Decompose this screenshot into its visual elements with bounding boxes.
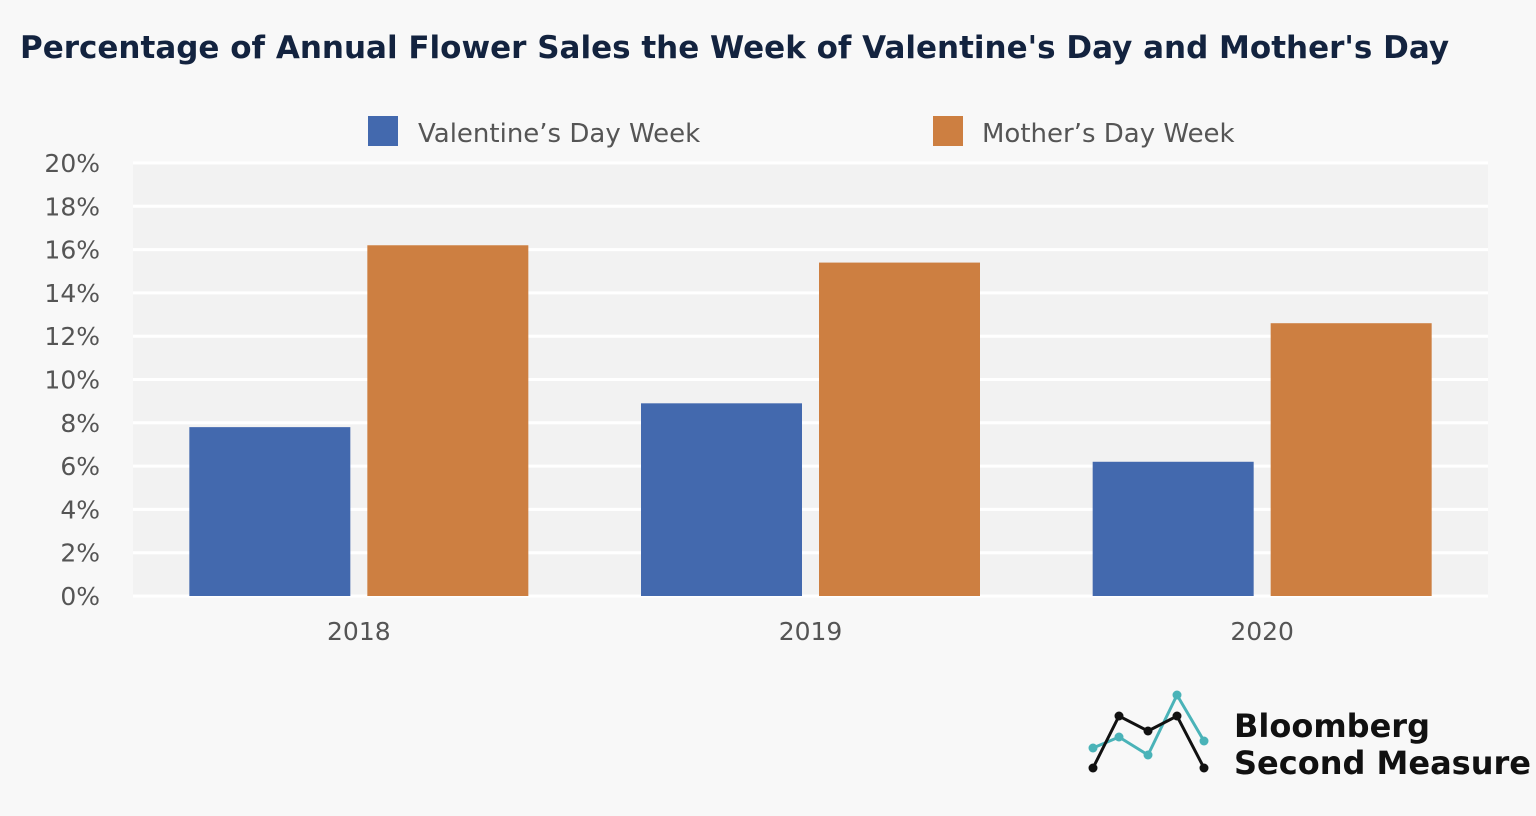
y-tick-label: 18% [44,192,100,221]
bar-mothers-2019 [819,262,980,596]
y-tick-label: 12% [44,322,100,351]
y-tick-label: 16% [44,236,100,265]
bar-valentines-2019 [641,403,802,596]
logo-text-line1: Bloomberg [1234,707,1430,745]
y-tick-label: 20% [44,149,100,178]
bar-mothers-2018 [367,245,529,596]
x-tick-label: 2019 [779,617,843,646]
bloomberg-second-measure-logo: Bloomberg Second Measure [1088,690,1531,782]
y-tick-label: 8% [60,409,100,438]
chart-title: Percentage of Annual Flower Sales the We… [20,30,1449,66]
x-tick-label: 2018 [327,617,391,646]
y-tick-label: 2% [60,539,100,568]
bar-mothers-2020 [1270,323,1432,596]
legend-label-valentines: Valentine’s Day Week [418,119,700,149]
y-tick-label: 4% [60,495,100,524]
bar-valentines-2018 [189,427,351,596]
legend-swatch-mothers [933,116,963,146]
bar-valentines-2020 [1092,461,1254,596]
logo-text-line2: Second Measure [1234,744,1531,782]
legend-label-mothers: Mother’s Day Week [982,119,1235,149]
x-tick-label: 2020 [1230,617,1294,646]
legend: Valentine’s Day Week Mother’s Day Week [368,116,1235,149]
y-tick-label: 6% [60,452,100,481]
y-tick-label: 0% [60,582,100,611]
y-tick-label: 10% [44,366,100,395]
legend-swatch-valentines [368,116,398,146]
y-tick-label: 14% [44,279,100,308]
